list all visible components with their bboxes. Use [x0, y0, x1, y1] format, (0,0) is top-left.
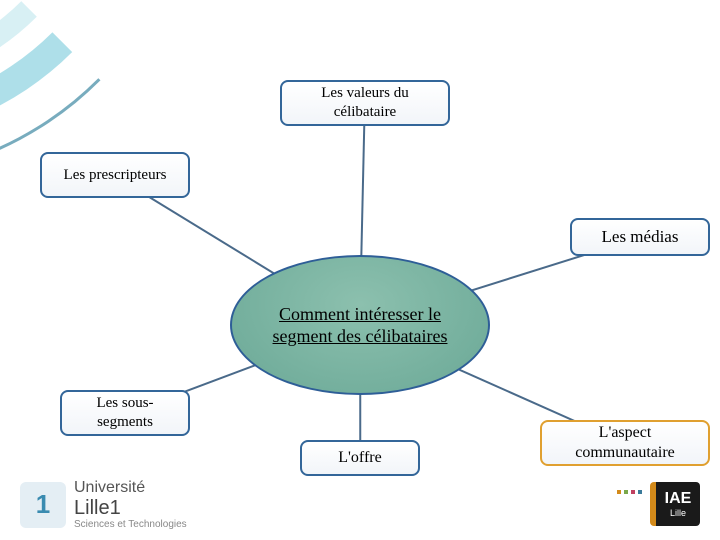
iae-logo: IAE Lille [650, 482, 700, 526]
central-node: Comment intéresser le segment des céliba… [230, 255, 490, 395]
node-communautaire: L'aspect communautaire [540, 420, 710, 466]
university-text: Université Lille1 Sciences et Technologi… [74, 479, 187, 530]
node-valeurs: Les valeurs du célibataire [280, 80, 450, 126]
university-mark-text: 1 [36, 489, 50, 520]
slide: Comment intéresser le segment des céliba… [0, 0, 720, 540]
university-line1: Université [74, 479, 187, 497]
node-medias: Les médias [570, 218, 710, 256]
university-mark: 1 [20, 482, 66, 528]
iae-text: IAE [665, 490, 692, 508]
university-line2: Lille1 [74, 497, 187, 519]
node-soussegments: Les sous-segments [60, 390, 190, 436]
central-label: Comment intéresser le segment des céliba… [254, 303, 466, 348]
iae-sub: Lille [665, 508, 692, 518]
university-line3: Sciences et Technologies [74, 519, 187, 530]
decorative-dots [617, 490, 642, 494]
node-prescripteurs: Les prescripteurs [40, 152, 190, 198]
university-logo: 1 Université Lille1 Sciences et Technolo… [20, 479, 187, 530]
node-offre: L'offre [300, 440, 420, 476]
